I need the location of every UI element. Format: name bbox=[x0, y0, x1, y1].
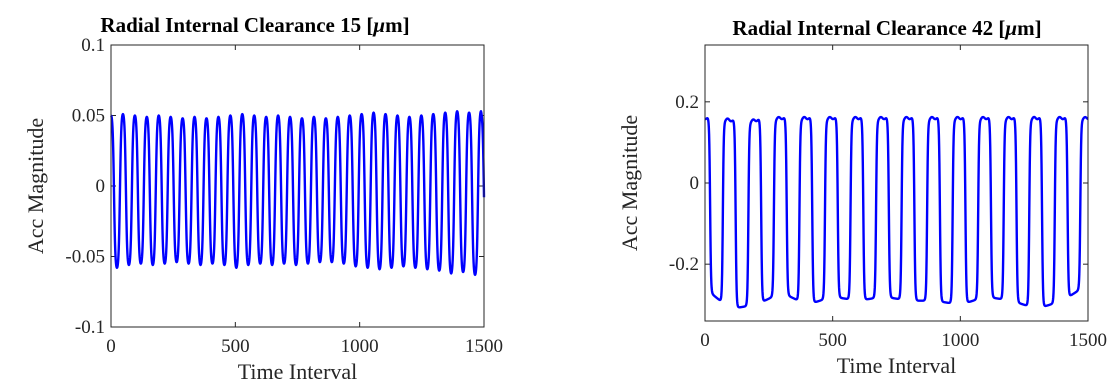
series-line bbox=[704, 115, 1089, 309]
x-axis-label: Time Interval bbox=[837, 353, 957, 378]
plot-frame bbox=[704, 44, 1089, 322]
x-tick-label: 1500 bbox=[1069, 330, 1107, 351]
y-tick-label: 0.2 bbox=[675, 92, 699, 113]
y-tick-label: -0.2 bbox=[669, 254, 699, 275]
x-tick-label: 1000 bbox=[341, 336, 379, 357]
y-tick-label: 0.1 bbox=[81, 35, 105, 56]
y-tick-label: 0.05 bbox=[72, 106, 105, 127]
y-tick-label: 0 bbox=[96, 176, 106, 197]
x-tick-label: 0 bbox=[700, 330, 710, 351]
chart-title: Radial Internal Clearance 42 [μm] bbox=[732, 16, 1041, 40]
x-tick-label: 500 bbox=[818, 330, 847, 351]
y-tick-label: -0.05 bbox=[65, 247, 105, 268]
x-ticks: 0 500 1000 1500 bbox=[106, 45, 503, 357]
x-axis-label: Time Interval bbox=[238, 359, 358, 384]
x-tick-label: 1000 bbox=[941, 330, 979, 351]
plot-frame bbox=[110, 44, 485, 328]
y-axis-label: Acc Magnitude bbox=[617, 115, 642, 251]
x-tick-label: 500 bbox=[221, 336, 250, 357]
chart-title: Radial Internal Clearance 15 [μm] bbox=[100, 13, 409, 37]
chart-right: Radial Internal Clearance 42 [μm] -0.200… bbox=[617, 16, 1107, 378]
y-tick-label: 0 bbox=[690, 173, 700, 194]
y-tick-label: -0.1 bbox=[75, 317, 105, 338]
x-tick-label: 0 bbox=[106, 336, 116, 357]
chart-left: Radial Internal Clearance 15 [μm] -0.1-0… bbox=[23, 13, 503, 384]
y-ticks: -0.1 -0.05 0 0.05 0.1 bbox=[65, 35, 484, 338]
y-axis-label: Acc Magnitude bbox=[23, 118, 48, 254]
y-ticks: -0.2 0 0.2 bbox=[669, 92, 1088, 275]
x-tick-label: 1500 bbox=[465, 336, 503, 357]
x-ticks: 0 500 1000 1500 bbox=[700, 45, 1107, 351]
series-line bbox=[110, 110, 486, 277]
